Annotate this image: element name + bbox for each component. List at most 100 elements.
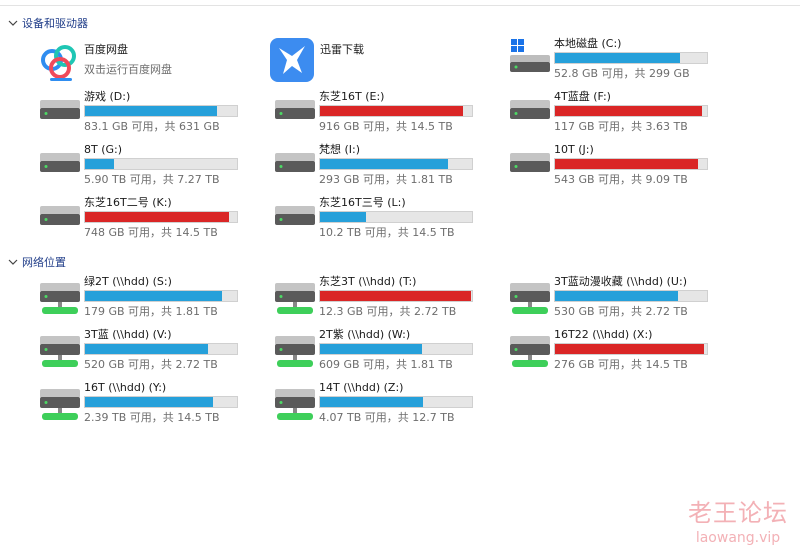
hard-drive-icon xyxy=(40,100,80,119)
windows-drive-icon xyxy=(510,39,550,72)
chevron-down-icon xyxy=(8,259,18,265)
drive-usage-bar xyxy=(84,158,238,170)
drive-tile[interactable]: 东芝16T三号 (L:) 10.2 TB 可用，共 14.5 TB xyxy=(273,196,483,246)
drive-free-space: 748 GB 可用，共 14.5 TB xyxy=(84,226,218,239)
drive-name: 东芝16T (E:) xyxy=(319,90,385,103)
drive-name: 绿2T (\\hdd) (S:) xyxy=(84,275,172,288)
drive-name: 梵想 (I:) xyxy=(319,143,361,156)
drive-free-space: 276 GB 可用，共 14.5 TB xyxy=(554,358,688,371)
drive-tile[interactable]: 本地磁盘 (C:) 52.8 GB 可用，共 299 GB xyxy=(508,37,718,87)
app-name: 百度网盘 xyxy=(84,43,128,56)
top-divider xyxy=(0,0,800,6)
drive-free-space: 2.39 TB 可用，共 14.5 TB xyxy=(84,411,220,424)
drive-usage-fill xyxy=(555,291,679,301)
watermark: 老王论坛 laowang.vip xyxy=(688,493,788,546)
drive-tile[interactable]: 2T紫 (\\hdd) (W:) 609 GB 可用，共 1.81 TB xyxy=(273,328,483,378)
hard-drive-icon xyxy=(275,206,315,225)
drive-free-space: 520 GB 可用，共 2.72 TB xyxy=(84,358,218,371)
drive-usage-bar xyxy=(84,211,238,223)
drive-usage-fill xyxy=(555,53,680,63)
drive-usage-bar xyxy=(319,290,473,302)
drive-name: 东芝16T三号 (L:) xyxy=(319,196,406,209)
drive-tile[interactable]: 3T蓝动漫收藏 (\\hdd) (U:) 530 GB 可用，共 2.72 TB xyxy=(508,275,718,325)
drive-usage-fill xyxy=(555,344,704,354)
drive-free-space: 5.90 TB 可用，共 7.27 TB xyxy=(84,173,220,186)
drive-usage-bar xyxy=(84,396,238,408)
drive-tile[interactable]: 梵想 (I:) 293 GB 可用，共 1.81 TB xyxy=(273,143,483,193)
watermark-url: laowang.vip xyxy=(695,530,781,546)
drive-usage-fill xyxy=(320,397,424,407)
drive-usage-fill xyxy=(85,397,213,407)
drive-usage-bar xyxy=(319,158,473,170)
drive-tile[interactable]: 东芝16T (E:) 916 GB 可用，共 14.5 TB xyxy=(273,90,483,140)
drive-usage-fill xyxy=(85,344,209,354)
app-subtitle: 双击运行百度网盘 xyxy=(84,63,172,76)
section-network-header[interactable]: 网络位置 xyxy=(6,254,66,270)
app-baidu-netdisk[interactable]: 百度网盘 双击运行百度网盘 xyxy=(38,43,248,93)
network-drive-icon xyxy=(40,336,80,367)
hard-drive-icon xyxy=(275,153,315,172)
drive-free-space: 609 GB 可用，共 1.81 TB xyxy=(319,358,453,371)
drive-tile[interactable]: 4T蓝盘 (F:) 117 GB 可用，共 3.63 TB xyxy=(508,90,718,140)
drive-name: 14T (\\hdd) (Z:) xyxy=(319,381,404,394)
drive-usage-fill xyxy=(555,159,698,169)
drive-free-space: 916 GB 可用，共 14.5 TB xyxy=(319,120,453,133)
app-name: 迅雷下载 xyxy=(320,43,364,56)
drive-usage-bar xyxy=(554,343,708,355)
drive-free-space: 83.1 GB 可用，共 631 GB xyxy=(84,120,220,133)
drive-usage-fill xyxy=(320,212,366,222)
drive-free-space: 4.07 TB 可用，共 12.7 TB xyxy=(319,411,455,424)
drive-free-space: 530 GB 可用，共 2.72 TB xyxy=(554,305,688,318)
drive-usage-bar xyxy=(319,211,473,223)
drive-name: 游戏 (D:) xyxy=(84,90,131,103)
drive-tile[interactable]: 8T (G:) 5.90 TB 可用，共 7.27 TB xyxy=(38,143,248,193)
drive-tile[interactable]: 16T22 (\\hdd) (X:) 276 GB 可用，共 14.5 TB xyxy=(508,328,718,378)
drive-tile[interactable]: 东芝3T (\\hdd) (T:) 12.3 GB 可用，共 2.72 TB xyxy=(273,275,483,325)
drive-free-space: 10.2 TB 可用，共 14.5 TB xyxy=(319,226,455,239)
drive-tile[interactable]: 14T (\\hdd) (Z:) 4.07 TB 可用，共 12.7 TB xyxy=(273,381,483,431)
drive-tile[interactable]: 游戏 (D:) 83.1 GB 可用，共 631 GB xyxy=(38,90,248,140)
drive-free-space: 12.3 GB 可用，共 2.72 TB xyxy=(319,305,457,318)
drive-name: 本地磁盘 (C:) xyxy=(554,37,622,50)
drive-usage-bar xyxy=(319,105,473,117)
drive-name: 东芝16T二号 (K:) xyxy=(84,196,172,209)
hard-drive-icon xyxy=(40,206,80,225)
chevron-down-icon xyxy=(8,20,18,26)
xunlei-icon xyxy=(270,38,314,82)
drive-usage-fill xyxy=(320,106,463,116)
network-drive-icon xyxy=(275,283,315,314)
network-drive-icon xyxy=(275,389,315,420)
drive-usage-bar xyxy=(84,343,238,355)
hard-drive-icon xyxy=(510,100,550,119)
drive-usage-bar xyxy=(319,343,473,355)
drive-usage-bar xyxy=(84,105,238,117)
hard-drive-icon xyxy=(275,100,315,119)
drive-tile[interactable]: 东芝16T二号 (K:) 748 GB 可用，共 14.5 TB xyxy=(38,196,248,246)
baidu-netdisk-icon xyxy=(41,45,76,81)
drive-tile[interactable]: 绿2T (\\hdd) (S:) 179 GB 可用，共 1.81 TB xyxy=(38,275,248,325)
app-xunlei[interactable]: 迅雷下载 xyxy=(270,38,480,88)
drive-name: 东芝3T (\\hdd) (T:) xyxy=(319,275,417,288)
section-devices-header[interactable]: 设备和驱动器 xyxy=(6,15,88,31)
drive-usage-fill xyxy=(85,212,230,222)
drive-free-space: 52.8 GB 可用，共 299 GB xyxy=(554,67,690,80)
drive-usage-fill xyxy=(320,291,472,301)
section-title: 设备和驱动器 xyxy=(22,17,88,30)
drive-name: 16T22 (\\hdd) (X:) xyxy=(554,328,653,341)
drive-name: 4T蓝盘 (F:) xyxy=(554,90,611,103)
drive-usage-bar xyxy=(554,105,708,117)
drive-usage-fill xyxy=(555,106,703,116)
drive-usage-bar xyxy=(319,396,473,408)
drive-tile[interactable]: 3T蓝 (\\hdd) (V:) 520 GB 可用，共 2.72 TB xyxy=(38,328,248,378)
network-drive-icon xyxy=(510,336,550,367)
drive-usage-fill xyxy=(320,159,448,169)
drive-free-space: 293 GB 可用，共 1.81 TB xyxy=(319,173,453,186)
drive-tile[interactable]: 10T (J:) 543 GB 可用，共 9.09 TB xyxy=(508,143,718,193)
network-drive-icon xyxy=(40,283,80,314)
drive-usage-fill xyxy=(85,159,114,169)
drive-usage-bar xyxy=(84,290,238,302)
section-title: 网络位置 xyxy=(22,256,66,269)
drive-free-space: 117 GB 可用，共 3.63 TB xyxy=(554,120,688,133)
drive-name: 2T紫 (\\hdd) (W:) xyxy=(319,328,411,341)
drive-tile[interactable]: 16T (\\hdd) (Y:) 2.39 TB 可用，共 14.5 TB xyxy=(38,381,248,431)
